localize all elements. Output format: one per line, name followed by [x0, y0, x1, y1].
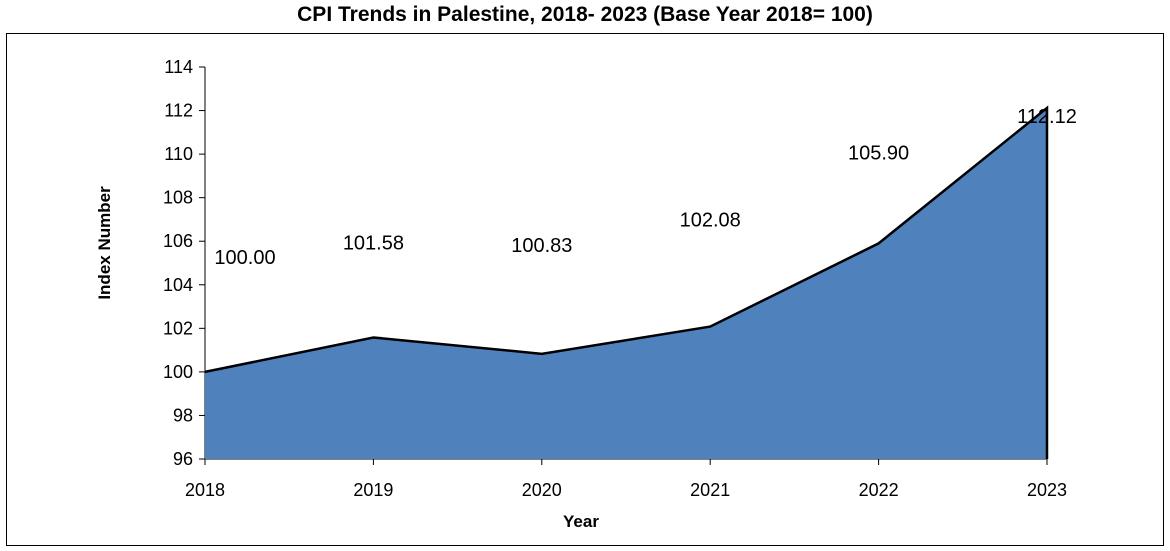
chart-frame	[6, 33, 1164, 546]
data-label-2022: 105.90	[848, 142, 909, 164]
y-tick-label: 102	[163, 318, 193, 338]
data-label-2021: 102.08	[680, 210, 741, 232]
data-label-2020: 100.83	[511, 235, 572, 257]
x-tick-label: 2019	[353, 480, 393, 500]
y-tick-label: 114	[164, 57, 193, 77]
y-tick-label: 104	[163, 275, 193, 295]
x-axis: 2018 2019 2020 2021 2022 2023	[185, 458, 1067, 500]
data-label-2018: 100.00	[214, 247, 275, 269]
x-tick-label: 2020	[522, 480, 562, 500]
y-tick-label: 96	[173, 449, 193, 469]
y-tick-label: 98	[173, 405, 193, 425]
x-tick-label: 2022	[859, 480, 899, 500]
area-fill	[205, 107, 1047, 459]
x-axis-title: Year	[563, 512, 599, 531]
area-outline	[204, 105, 1049, 459]
y-tick-label: 108	[163, 188, 193, 208]
y-axis: 96 98 100 102 104 106 108 110 112 114	[163, 57, 206, 469]
x-tick-label: 2018	[185, 480, 225, 500]
x-tick-label: 2023	[1027, 480, 1067, 500]
data-label-2019: 101.58	[343, 232, 404, 254]
y-axis-title: Index Number	[95, 186, 114, 300]
chart-title: CPI Trends in Palestine, 2018- 2023 (Bas…	[297, 3, 873, 26]
y-tick-label: 100	[163, 362, 193, 382]
y-tick-label: 110	[164, 144, 193, 164]
y-tick-label: 112	[164, 101, 193, 121]
data-label-2023: 112.12	[1017, 106, 1077, 128]
y-tick-label: 106	[163, 231, 193, 251]
data-labels: 100.00 101.58 100.83 102.08 105.90 112.12	[214, 106, 1076, 269]
series-area	[204, 105, 1049, 459]
x-tick-label: 2021	[690, 480, 730, 500]
